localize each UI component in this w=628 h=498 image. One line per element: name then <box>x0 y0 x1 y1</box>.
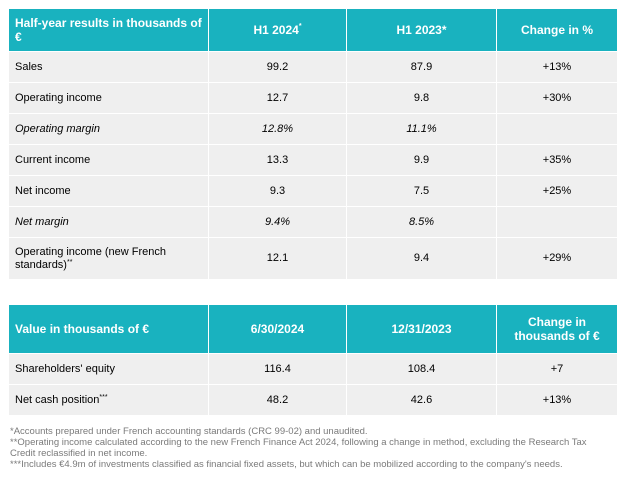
footnote: *Accounts prepared under French accounti… <box>10 426 368 437</box>
footnote: ***Includes €4.9m of investments classif… <box>10 459 563 470</box>
change-value: +25% <box>496 175 618 207</box>
table-row: Net income 9.3 7.5 +25% <box>8 175 618 207</box>
change-value: +30% <box>496 82 618 114</box>
h1-2024-value: 12.7 <box>208 82 347 114</box>
header-h1-2023: H1 2023* <box>346 8 497 52</box>
change-value: +13% <box>496 384 618 416</box>
value-2024: 48.2 <box>208 384 347 416</box>
row-label-text: Net cash position <box>15 393 100 406</box>
table-row: Sales 99.2 87.9 +13% <box>8 51 618 83</box>
row-label-text: Operating margin <box>15 122 100 135</box>
change-value: +7 <box>496 353 618 385</box>
footnote-marker: *** <box>99 393 108 401</box>
row-label: Current income <box>8 144 209 176</box>
table-row: Operating income 12.7 9.8 +30% <box>8 82 618 114</box>
row-label: Sales <box>8 51 209 83</box>
table-row: Shareholders' equity 116.4 108.4 +7 <box>8 353 618 385</box>
row-label: Net cash position*** <box>8 384 209 416</box>
table-header-row: Half-year results in thousands of € H1 2… <box>8 8 618 52</box>
row-label: Operating margin <box>8 113 209 145</box>
change-value <box>496 206 618 238</box>
h1-2024-value: 99.2 <box>208 51 347 83</box>
table-row: Operating margin 12.8% 11.1% <box>8 113 618 145</box>
header-change: Change in thousands of € <box>496 304 618 354</box>
row-label: Operating income <box>8 82 209 114</box>
row-label: Shareholders' equity <box>8 353 209 385</box>
header-h1-2024: H1 2024* <box>208 8 347 52</box>
header-label: Value in thousands of € <box>8 304 209 354</box>
row-label: Net income <box>8 175 209 207</box>
change-value <box>496 113 618 145</box>
row-label-text: Current income <box>15 153 91 166</box>
change-value: +29% <box>496 237 618 280</box>
header-date-2024: 6/30/2024 <box>208 304 347 354</box>
value-2023: 42.6 <box>346 384 497 416</box>
h1-2024-value: 12.1 <box>208 237 347 280</box>
h1-2023-value: 9.4 <box>346 237 497 280</box>
row-label-text: Operating income (new French standards) <box>15 245 167 271</box>
table-header-row: Value in thousands of € 6/30/2024 12/31/… <box>8 304 618 354</box>
value-2024: 116.4 <box>208 353 347 385</box>
h1-2023-value: 9.8 <box>346 82 497 114</box>
h1-2024-value: 9.4% <box>208 206 347 238</box>
row-label-text: Sales <box>15 60 43 73</box>
change-value: +13% <box>496 51 618 83</box>
h1-2024-value: 13.3 <box>208 144 347 176</box>
balance-sheet-table: Value in thousands of € 6/30/2024 12/31/… <box>8 304 618 416</box>
h1-2024-value: 9.3 <box>208 175 347 207</box>
footnote-marker: ** <box>66 258 73 266</box>
table-row: Current income 13.3 9.9 +35% <box>8 144 618 176</box>
change-value: +35% <box>496 144 618 176</box>
h1-2023-value: 87.9 <box>346 51 497 83</box>
h1-2023-value: 11.1% <box>346 113 497 145</box>
row-label-text: Operating income <box>15 91 102 104</box>
footnotes: *Accounts prepared under French accounti… <box>10 426 610 470</box>
header-label: Half-year results in thousands of € <box>8 8 209 52</box>
h1-2024-value: 12.8% <box>208 113 347 145</box>
half-year-results-table: Half-year results in thousands of € H1 2… <box>8 8 618 280</box>
row-label-text: Shareholders' equity <box>15 362 115 375</box>
table-row: Net cash position*** 48.2 42.6 +13% <box>8 384 618 416</box>
header-date-2023: 12/31/2023 <box>346 304 497 354</box>
h1-2023-value: 8.5% <box>346 206 497 238</box>
row-label: Operating income (new French standards)*… <box>8 237 209 280</box>
h1-2023-value: 7.5 <box>346 175 497 207</box>
footnote: **Operating income calculated according … <box>10 437 587 459</box>
table-row: Operating income (new French standards)*… <box>8 237 618 280</box>
value-2023: 108.4 <box>346 353 497 385</box>
row-label: Net margin <box>8 206 209 238</box>
table-row: Net margin 9.4% 8.5% <box>8 206 618 238</box>
h1-2023-value: 9.9 <box>346 144 497 176</box>
row-label-text: Net margin <box>15 215 69 228</box>
header-change: Change in % <box>496 8 618 52</box>
row-label-text: Net income <box>15 184 71 197</box>
